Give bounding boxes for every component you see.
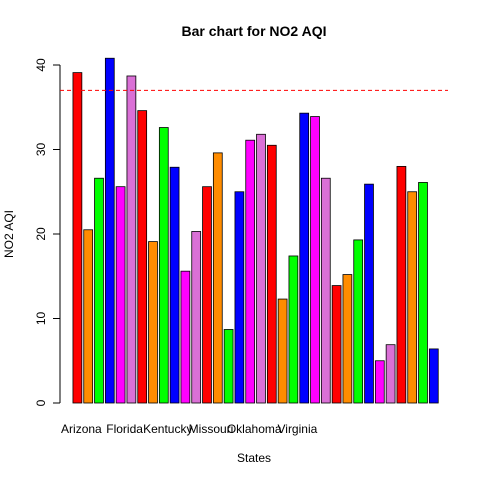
bar — [137, 110, 148, 404]
bar — [331, 285, 342, 404]
bar — [83, 229, 94, 404]
y-tick-label: 30 — [34, 143, 48, 157]
bar — [396, 165, 407, 404]
x-tick-label: Kentucky — [143, 422, 192, 436]
bar — [310, 116, 320, 404]
x-tick-label: Arizona — [61, 422, 102, 436]
y-axis-label: NO2 AQI — [2, 210, 16, 258]
bar — [353, 239, 364, 404]
y-axis: 0 10 20 30 40 — [34, 58, 61, 406]
bar — [148, 241, 158, 404]
bar — [245, 139, 256, 404]
bar — [277, 298, 288, 404]
x-tick-label: Virginia — [277, 422, 317, 436]
bar — [234, 191, 245, 404]
bar — [72, 72, 83, 404]
bar — [385, 344, 396, 404]
bar — [212, 152, 223, 404]
bar — [191, 231, 202, 404]
x-tick-label: Florida — [106, 422, 143, 436]
bar — [169, 166, 180, 404]
bar — [256, 133, 266, 404]
bar — [407, 191, 418, 404]
bar — [374, 360, 385, 404]
bar — [342, 274, 353, 404]
bar — [418, 182, 428, 404]
bar — [364, 183, 374, 404]
bar — [202, 186, 212, 404]
bar — [288, 255, 299, 404]
bar — [104, 57, 115, 404]
bar — [158, 127, 169, 404]
x-tick-label: Oklahoma — [227, 422, 282, 436]
bar — [223, 329, 234, 404]
x-tick-label: Missouri — [189, 422, 234, 436]
bar — [180, 270, 191, 404]
bar — [266, 144, 277, 404]
bar — [126, 75, 137, 404]
y-tick-label: 40 — [34, 58, 48, 72]
bar — [320, 177, 331, 404]
x-tick-labels: Arizona Florida KentuckyMissouriOklahomaVi… — [61, 422, 318, 436]
bar — [428, 348, 439, 404]
y-tick-label: 20 — [34, 227, 48, 241]
bar — [94, 177, 104, 404]
y-tick-label: 0 — [34, 399, 48, 406]
y-tick-label: 10 — [34, 312, 48, 326]
chart-title: Bar chart for NO2 AQI — [182, 23, 327, 39]
bar — [115, 186, 126, 404]
bars-group — [72, 57, 439, 404]
x-axis-label: States — [237, 451, 271, 465]
bar — [299, 112, 310, 404]
